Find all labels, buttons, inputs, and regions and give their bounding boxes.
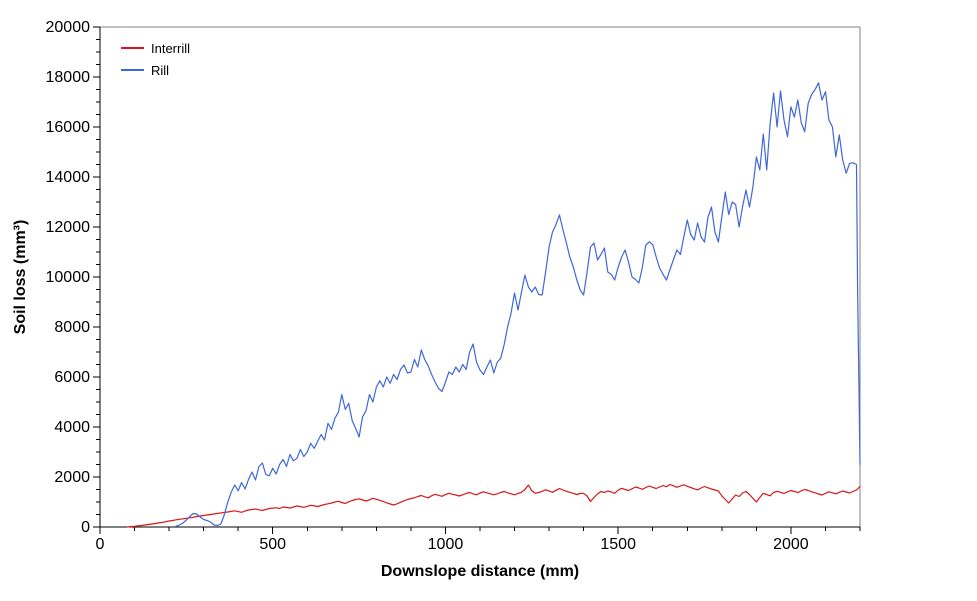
interrill-series-line xyxy=(126,483,861,528)
x-tick-label: 2000 xyxy=(773,536,809,553)
y-tick-label: 20000 xyxy=(46,19,91,36)
y-axis-title: Soil loss (mm³) xyxy=(12,219,29,335)
interrill-line-swatch xyxy=(121,47,144,49)
y-tick-label: 8000 xyxy=(54,319,90,336)
y-tick-label: 2000 xyxy=(54,469,90,486)
y-tick-label: 0 xyxy=(81,519,90,536)
x-tick-label: 1000 xyxy=(428,536,464,553)
y-tick-label: 4000 xyxy=(54,419,90,436)
legend-item-interrill: Interrill xyxy=(121,37,190,59)
x-tick-label: 1500 xyxy=(600,536,636,553)
y-tick-label: 6000 xyxy=(54,369,90,386)
x-tick-label: 500 xyxy=(259,536,286,553)
y-tick-label: 18000 xyxy=(46,69,91,86)
y-tick-label: 16000 xyxy=(46,119,91,136)
rill-series-line xyxy=(175,82,861,527)
rill-line-swatch xyxy=(121,69,144,71)
x-tick-label: 0 xyxy=(96,536,105,553)
y-tick-label: 10000 xyxy=(46,269,91,286)
y-tick-label: 14000 xyxy=(46,169,91,186)
y-tick-label: 12000 xyxy=(46,219,91,236)
legend-label-rill: Rill xyxy=(151,62,170,78)
legend: Interrill Rill xyxy=(121,37,190,81)
legend-item-rill: Rill xyxy=(121,59,190,81)
legend-label-interrill: Interrill xyxy=(151,40,191,56)
x-axis-title: Downslope distance (mm) xyxy=(380,563,580,580)
